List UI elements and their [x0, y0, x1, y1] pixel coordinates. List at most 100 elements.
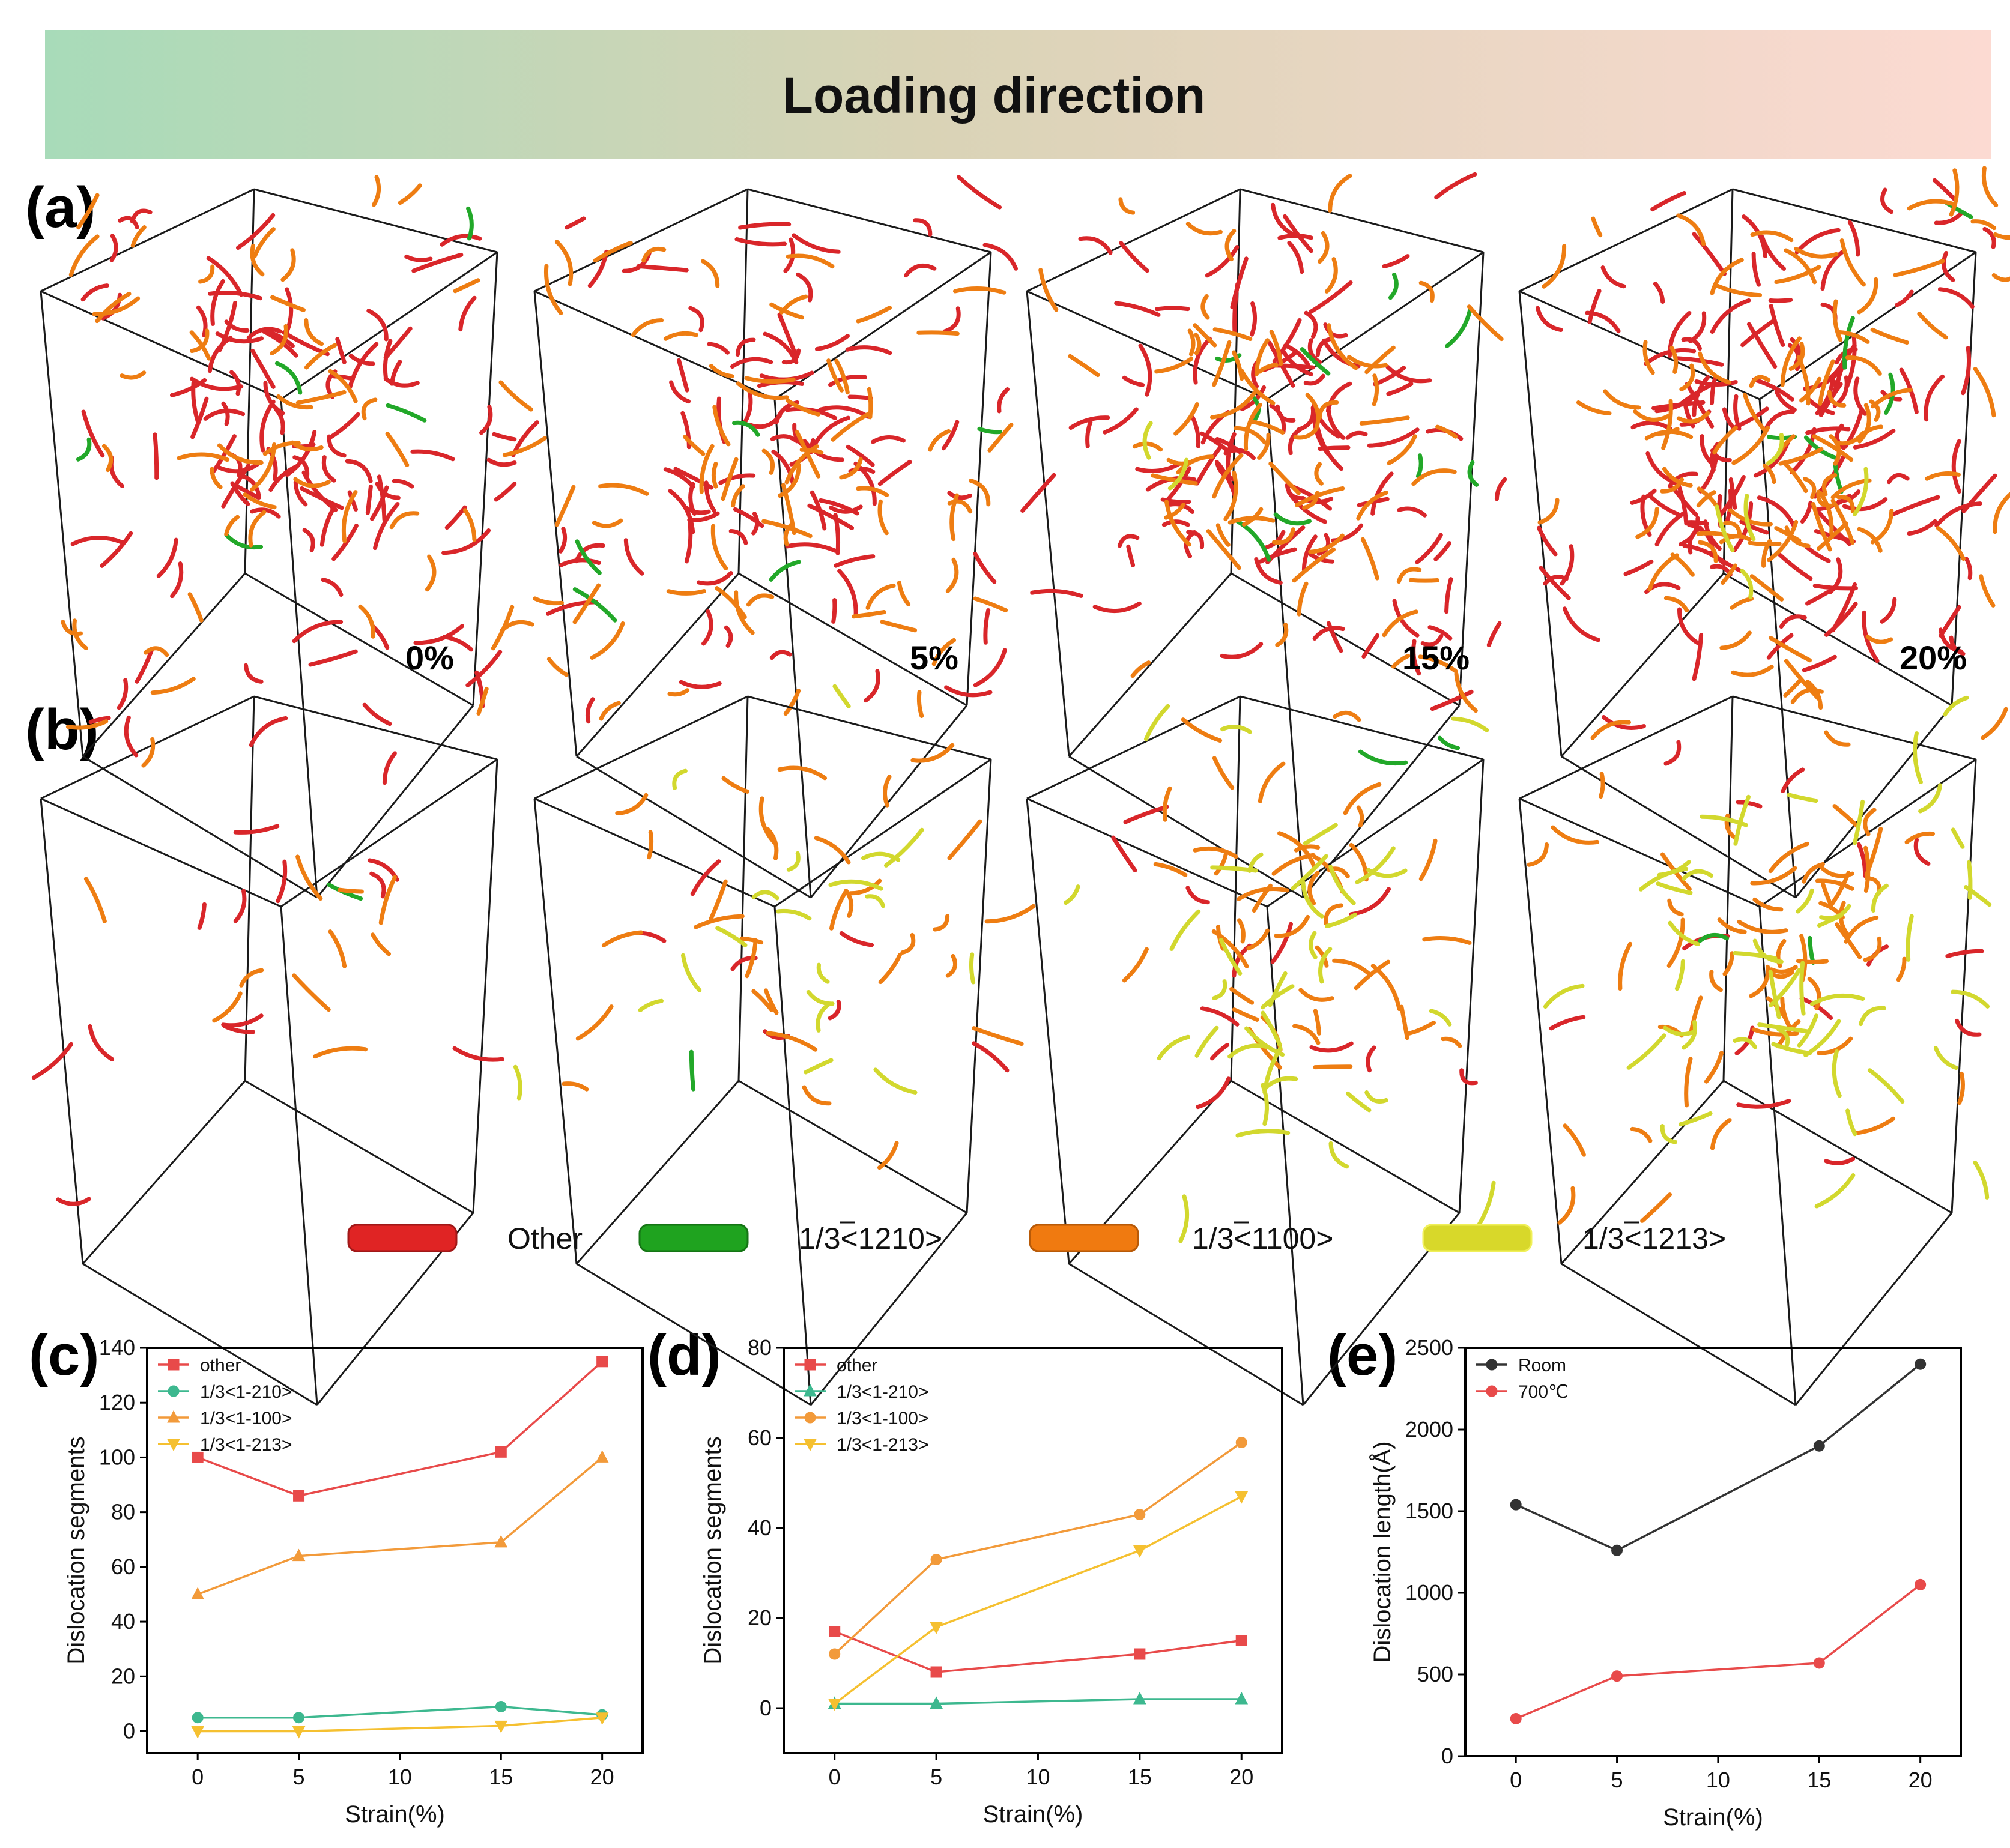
dislocation-segment — [1835, 922, 1862, 959]
dislocation-segment — [1229, 986, 1255, 1005]
dislocation-segment — [293, 480, 308, 507]
dislocation-segment — [398, 183, 422, 205]
dislocation-segment — [1215, 523, 1231, 547]
cube-edge — [40, 797, 282, 908]
dislocation-segment — [543, 264, 563, 315]
dislocation-segment — [321, 578, 344, 597]
dislocation-segment — [301, 470, 338, 512]
dislocation-segment — [187, 592, 204, 623]
dislocation-segment — [1494, 477, 1507, 501]
dislocation-segment — [1318, 231, 1330, 264]
cube-edge — [1519, 290, 1760, 400]
legend-entry: 1/3<1-100> — [200, 1409, 292, 1428]
dislocation-segment — [679, 680, 722, 689]
y-tick-label: 0 — [123, 1719, 135, 1744]
dislocation-segment — [1924, 374, 1945, 422]
cube-edge — [576, 755, 811, 899]
dislocation-segment — [781, 483, 796, 535]
data-point — [1235, 1691, 1249, 1705]
dislocation-segment — [1805, 680, 1823, 710]
cube-row-b — [31, 659, 2008, 1406]
cube-edge — [747, 188, 991, 253]
dislocation-segment — [1662, 467, 1693, 488]
data-point — [293, 1712, 305, 1724]
dislocation-segment — [1698, 351, 1731, 385]
dislocation-segment — [1212, 340, 1232, 387]
dislocation-segment — [1618, 941, 1633, 991]
cube-edge — [472, 252, 498, 706]
dislocation-segment — [250, 507, 281, 519]
dislocation-segment — [704, 480, 717, 513]
dislocation-segment — [1382, 609, 1418, 638]
dislocation-segment — [196, 305, 208, 337]
dislocation-segment — [1309, 280, 1353, 314]
dislocation-segment — [1420, 634, 1444, 647]
data-point — [1611, 1670, 1623, 1682]
dislocation-segment — [1682, 1019, 1697, 1050]
dislocation-segment — [1247, 852, 1264, 873]
series-line — [197, 1457, 603, 1596]
dislocation-segment — [1382, 254, 1410, 268]
dislocation-segment — [1666, 917, 1685, 968]
dislocation-segment — [221, 1013, 264, 1028]
x-tick-label: 20 — [1909, 1768, 1933, 1792]
dislocation-segment — [1300, 347, 1331, 376]
dislocation-segment — [758, 796, 776, 845]
dislocation-segment — [270, 295, 306, 312]
y-tick-label: 20 — [748, 1605, 772, 1630]
dislocation-segment — [1853, 799, 1865, 845]
dislocation-segment — [734, 237, 787, 247]
dislocation-segment — [1746, 322, 1778, 369]
dislocation-segment — [378, 875, 397, 925]
dislocation-segment — [1856, 842, 1868, 878]
dislocation-segment — [65, 719, 109, 730]
dislocation-segment — [590, 621, 625, 660]
dislocation-segment — [816, 1002, 831, 1033]
y-tick-label: 20 — [111, 1664, 135, 1688]
dislocation-segment — [295, 854, 323, 901]
dislocation-segment — [190, 376, 244, 391]
panel-label-e: (e) — [1327, 1323, 1397, 1388]
dislocation-segment — [1838, 901, 1850, 938]
dislocation-segment — [1302, 491, 1319, 510]
dislocation-segment — [1689, 995, 1703, 1035]
dislocation-segment — [1800, 500, 1813, 524]
dislocation-segment — [1857, 277, 1878, 315]
dislocation-segment — [465, 650, 503, 687]
dislocation-segment — [1863, 936, 1882, 962]
dislocation-segment — [1805, 426, 1851, 435]
dislocation-segment — [1842, 316, 1855, 370]
dislocation-segment — [1155, 306, 1190, 312]
dislocation-segment — [1757, 1022, 1809, 1034]
cube-edge — [575, 1080, 740, 1264]
dislocation-segment — [1799, 961, 1806, 1016]
legend-marker — [804, 1383, 817, 1397]
dislocation-segment — [1783, 678, 1803, 698]
cube-edge — [1723, 572, 1952, 707]
dislocation-segment — [1292, 547, 1336, 583]
data-point — [930, 1666, 942, 1678]
legend-marker — [804, 1412, 816, 1424]
dislocation-segment — [1068, 415, 1110, 430]
dislocation-segment — [261, 329, 298, 358]
cube-edge — [774, 758, 991, 908]
dislocation-segment — [120, 370, 147, 380]
data-point — [191, 1587, 205, 1599]
dislocation-segment — [1355, 846, 1396, 884]
dislocation-segment — [1297, 581, 1309, 617]
dislocation-segment — [1688, 311, 1707, 343]
dislocation-segment — [949, 493, 959, 542]
dislocation-segment — [1670, 552, 1695, 577]
dislocation-segment — [1314, 462, 1324, 486]
cube-edge — [773, 906, 812, 1406]
dislocation-segment — [1917, 312, 1948, 340]
dislocation-segment — [792, 233, 841, 254]
dislocation-segment — [1214, 851, 1229, 876]
dislocation-segment — [1599, 772, 1605, 799]
dislocation-segment — [1590, 720, 1631, 740]
cube-edge — [82, 755, 318, 899]
dislocation-segment — [304, 318, 324, 346]
dislocation-segment — [1557, 1186, 1576, 1225]
dislocation-segment — [440, 234, 482, 247]
dislocation-segment — [802, 439, 844, 462]
